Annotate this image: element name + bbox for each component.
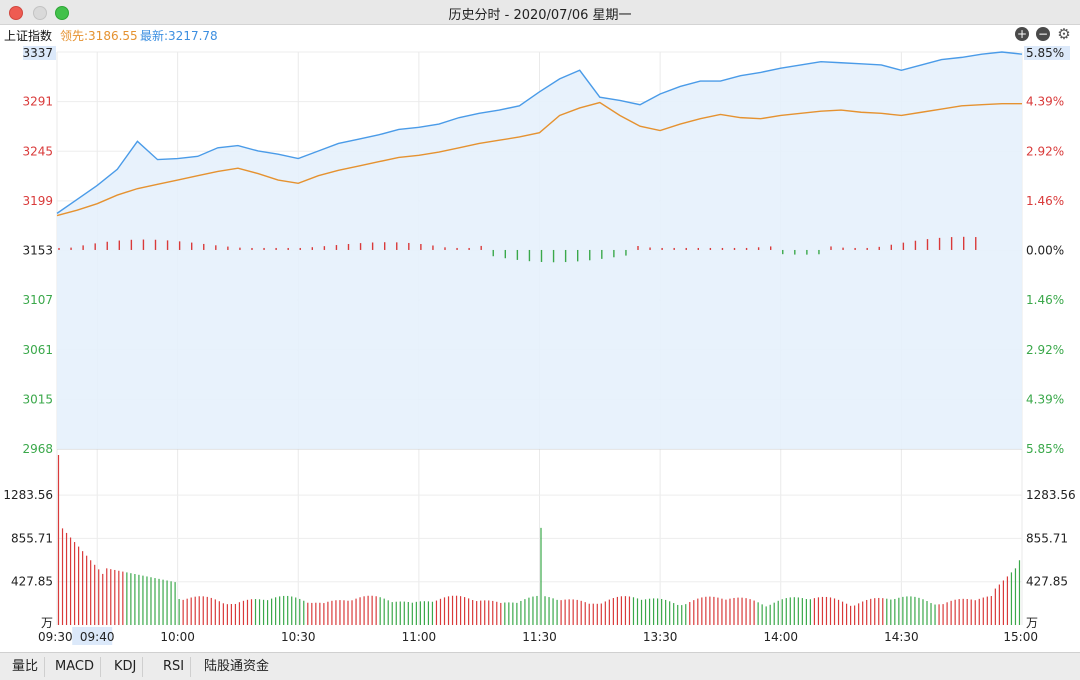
time-tick-label: 10:00 [160, 630, 195, 644]
percent-tick-label-top: 5.85% [1026, 46, 1064, 60]
title-bar: 历史分时 - 2020/07/06 星期一 [0, 0, 1080, 25]
time-tick-label: 15:00 [1003, 630, 1038, 644]
price-tick-label: 3291 [22, 95, 53, 109]
time-tick-label: 14:00 [763, 630, 798, 644]
gear-icon[interactable]: ⚙ [1057, 25, 1071, 43]
time-highlight [72, 627, 113, 645]
percent-tick-label: 0.00% [1026, 244, 1064, 258]
volume-tick-label-right: 427.85 [1026, 575, 1068, 589]
time-tick-label: 09:30 [38, 630, 73, 644]
index-name: 上证指数 [4, 29, 53, 43]
price-tick-label: 2968 [22, 442, 53, 456]
indicator-tab-bar: 量比 MACD KDJ RSI 陆股通资金 [0, 652, 1080, 680]
volume-tick-label-right: 万 [1026, 616, 1038, 630]
zoom-out-icon[interactable]: − [1036, 27, 1050, 41]
time-tick-label: 11:00 [402, 630, 437, 644]
intraday-chart[interactable]: 3337 5.85% 3291 4.39% 3245 2.92% 3199 1.46% 3153… [0, 45, 1080, 650]
top-percent-highlight [1024, 46, 1070, 60]
lead-line [56, 101, 1022, 217]
percent-tick-label: 4.39% [1026, 95, 1064, 109]
time-tick-label: 14:30 [884, 630, 919, 644]
percent-tick-label: 5.85% [1026, 442, 1064, 456]
volume-tick-label: 427.85 [11, 575, 53, 589]
price-tick-label-top: 3337 [22, 46, 53, 60]
maximize-window-button[interactable] [55, 6, 69, 20]
price-tick-label: 3245 [22, 144, 53, 158]
latest-value: 最新:3217.78 [140, 29, 218, 43]
price-tick-label: 3153 [22, 244, 53, 258]
tab-northbound-funds[interactable]: 陆股通资金 [204, 659, 270, 674]
latest-price-line [56, 51, 1023, 214]
time-tick-label: 09:40 [80, 630, 115, 644]
percent-tick-label: 1.46% [1026, 194, 1064, 208]
percent-tick-label: 2.92% [1026, 343, 1064, 357]
lead-value: 领先:3186.55 [60, 29, 138, 43]
price-tick-label: 3107 [22, 293, 53, 307]
volume-tick-label: 万 [41, 616, 53, 630]
info-bar: 上证指数 领先:3186.55 最新:3217.78 + − ⚙ [0, 25, 1080, 45]
price-area [57, 52, 1022, 449]
close-window-button[interactable] [9, 6, 23, 20]
volume-tick-label: 1283.56 [3, 488, 53, 502]
tab-kdj[interactable]: KDJ [108, 657, 144, 677]
price-tick-label: 3199 [22, 194, 53, 208]
price-tick-label: 3061 [22, 343, 53, 357]
window-title: 历史分时 - 2020/07/06 星期一 [448, 8, 632, 23]
volume-tick-label: 855.71 [11, 531, 53, 545]
percent-tick-label: 2.92% [1026, 144, 1064, 158]
volume-tick-label-right: 1283.56 [1026, 488, 1076, 502]
tab-volume-ratio[interactable]: 量比 [6, 657, 46, 677]
percent-tick-label: 4.39% [1026, 392, 1064, 406]
volume-tick-label-right: 855.71 [1026, 531, 1068, 545]
zoom-in-icon[interactable]: + [1015, 27, 1029, 41]
time-tick-label: 13:30 [643, 630, 678, 644]
time-tick-label: 11:30 [522, 630, 557, 644]
tab-macd[interactable]: MACD [49, 657, 101, 677]
minimize-window-button[interactable] [33, 6, 47, 20]
time-tick-label: 10:30 [281, 630, 316, 644]
tab-rsi[interactable]: RSI [157, 657, 192, 677]
price-tick-label: 3015 [22, 392, 53, 406]
top-tick-highlight [23, 46, 56, 60]
percent-tick-label: 1.46% [1026, 293, 1064, 307]
